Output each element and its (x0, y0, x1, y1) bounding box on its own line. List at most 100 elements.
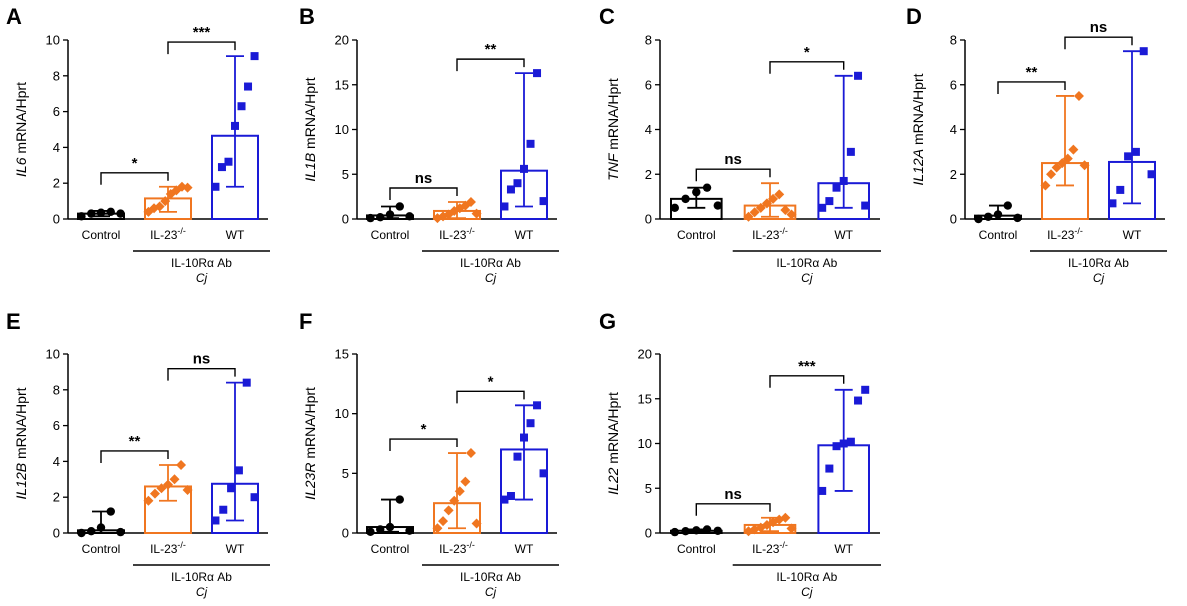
series-0 (670, 525, 723, 537)
category-label: Control (677, 542, 716, 556)
data-point (780, 512, 791, 523)
y-tick-label: 0 (53, 212, 60, 227)
data-point (533, 69, 542, 78)
data-point (539, 197, 548, 206)
data-point (1046, 169, 1057, 180)
category-label: IL-23-/- (439, 540, 475, 556)
y-axis-label: IL23R mRNA/Hprt (302, 387, 318, 500)
data-point (405, 526, 414, 535)
y-axis-suffix: mRNA/Hprt (605, 392, 621, 468)
y-tick-label: 10 (638, 436, 652, 451)
y-tick-label: 2 (53, 490, 60, 505)
data-point (780, 205, 791, 216)
category-superscript: -/- (177, 226, 186, 236)
significance-bracket (769, 375, 845, 388)
data-point (506, 492, 515, 501)
data-point (713, 526, 723, 535)
category-text: WT (226, 542, 245, 556)
y-axis-label: IL12A mRNA/Hprt (910, 73, 926, 185)
series-0 (670, 183, 723, 221)
significance-label: ns (724, 151, 742, 168)
data-point (533, 401, 542, 410)
y-axis-label: TNF mRNA/Hprt (605, 78, 621, 181)
series-2 (500, 69, 548, 220)
data-point (1013, 213, 1022, 223)
data-point (432, 523, 443, 534)
category-label: WT (1123, 228, 1142, 242)
data-point (1003, 201, 1012, 210)
data-point (702, 183, 712, 192)
data-point (242, 378, 251, 387)
data-point (211, 516, 220, 525)
panel-letter: A (6, 4, 22, 29)
series-1 (743, 182, 797, 222)
category-label: Control (82, 542, 121, 556)
data-point (854, 396, 863, 405)
data-point (539, 469, 548, 478)
data-point (250, 52, 259, 61)
data-point (839, 176, 848, 185)
category-label: Control (371, 228, 410, 242)
data-point (743, 211, 754, 222)
data-point (376, 213, 385, 222)
group-sublabel: Cj (485, 585, 497, 599)
y-tick-label: 20 (638, 347, 652, 362)
data-point (1051, 162, 1062, 173)
panel-letter: G (599, 309, 616, 334)
data-point (156, 483, 167, 494)
significance-bracket (456, 390, 525, 404)
series-0 (366, 202, 414, 223)
data-point (87, 527, 96, 536)
significance-label: * (421, 421, 427, 438)
group-label: IL-10Rα Ab (460, 256, 521, 270)
group-label: IL-10Rα Ab (171, 570, 232, 584)
data-point (385, 522, 395, 532)
data-point (854, 71, 863, 80)
y-tick-label: 4 (645, 122, 652, 137)
category-superscript: -/- (779, 226, 788, 236)
panel-letter: E (6, 309, 21, 334)
y-tick-label: 4 (53, 454, 60, 469)
significance-label: *** (193, 24, 211, 41)
y-tick-label: 0 (950, 212, 957, 227)
data-point (250, 493, 259, 502)
series-0 (77, 207, 125, 221)
y-tick-label: 10 (46, 347, 60, 362)
y-tick-label: 6 (950, 77, 957, 92)
category-label: WT (515, 542, 534, 556)
data-point (1057, 158, 1068, 169)
group-sublabel: Cj (196, 271, 208, 285)
significance-bracket (167, 41, 236, 55)
data-point (818, 203, 827, 212)
data-point (465, 448, 476, 459)
data-point (786, 209, 797, 220)
group-sublabel: Cj (801, 585, 813, 599)
y-tick-label: 10 (46, 33, 60, 48)
significance-label: ** (129, 433, 141, 450)
category-label: WT (834, 542, 853, 556)
category-label: Control (371, 542, 410, 556)
significance-label: * (132, 155, 138, 172)
data-point (443, 505, 454, 516)
panel-letter: C (599, 4, 615, 29)
y-tick-label: 0 (53, 526, 60, 541)
category-label: WT (226, 228, 245, 242)
data-point (513, 179, 522, 188)
data-point (227, 484, 236, 493)
series-0 (77, 507, 125, 538)
panel-E: E IL12B mRNA/Hprt 0 2 4 6 8 10 Control IL-23-/- WT… (6, 309, 270, 599)
y-tick-label: 15 (638, 391, 652, 406)
significance-bracket (695, 168, 771, 182)
y-axis-suffix: mRNA/Hprt (910, 73, 926, 149)
y-axis-label: IL12B mRNA/Hprt (13, 387, 29, 499)
data-point (681, 527, 690, 536)
data-point (395, 202, 404, 211)
data-point (846, 147, 855, 156)
data-point (1124, 152, 1133, 161)
data-point (513, 452, 522, 461)
data-point (526, 419, 535, 428)
data-point (182, 485, 193, 496)
category-text: Control (82, 542, 121, 556)
significance-bracket (389, 438, 458, 452)
